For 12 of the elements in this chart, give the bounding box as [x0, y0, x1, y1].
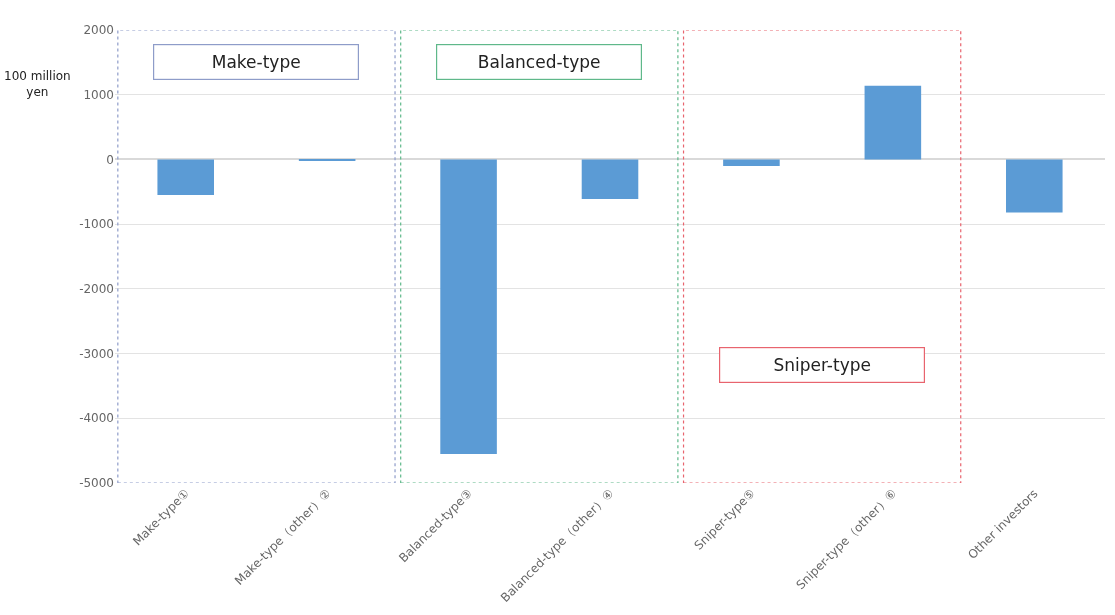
y-tick-label: -1000 [79, 217, 114, 232]
band-label: Balanced-type [477, 52, 601, 73]
y-tick-label: 2000 [83, 23, 114, 38]
y-tick-label: -2000 [79, 282, 114, 297]
band-label: Sniper-type [773, 355, 871, 376]
y-tick-label: -4000 [79, 411, 114, 426]
y-tick-label: 0 [106, 152, 114, 167]
band-label: Make-type [211, 52, 301, 73]
y-tick-label: -3000 [79, 346, 114, 361]
y-axis-title: 100 million yen [4, 69, 71, 99]
y-tick-label: 1000 [83, 87, 114, 102]
y-tick-label: -5000 [79, 476, 114, 491]
